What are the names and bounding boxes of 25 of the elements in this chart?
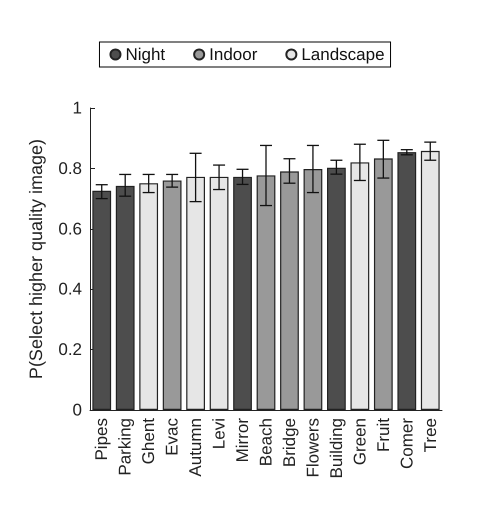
x-tick-label: Fruit — [374, 418, 393, 452]
x-tick-label: Flowers — [303, 418, 322, 478]
x-tick-label: Levi — [210, 418, 229, 450]
y-tick-label: 0.4 — [58, 280, 82, 299]
x-tick-label: Bridge — [280, 418, 299, 468]
x-tick-label: Tree — [420, 418, 440, 452]
y-axis-title: P(Select higher quality image) — [26, 138, 46, 380]
x-tick-label: Pipes — [92, 418, 112, 461]
x-tick-label: Comer — [397, 418, 416, 470]
x-tick-label: Green — [350, 418, 370, 466]
x-tick-label: Beach — [256, 418, 276, 466]
legend-label: Indoor — [209, 45, 258, 64]
x-tick-label: Evac — [162, 418, 182, 456]
x-tick-label: Building — [326, 418, 346, 478]
y-tick-label: 0.6 — [58, 219, 82, 238]
x-tick-label: Autumn — [186, 418, 206, 477]
legend-label: Night — [125, 45, 166, 64]
y-tick-label: 0.2 — [58, 340, 82, 360]
x-tick-label: Ghent — [139, 418, 158, 464]
legend-label: Landscape — [301, 45, 385, 64]
x-tick-label: Parking — [116, 418, 135, 476]
y-tick-label: 1 — [72, 98, 82, 118]
y-tick-label: 0 — [72, 400, 82, 420]
y-tick-label: 0.8 — [58, 158, 82, 178]
x-tick-label: Mirror — [233, 418, 252, 462]
